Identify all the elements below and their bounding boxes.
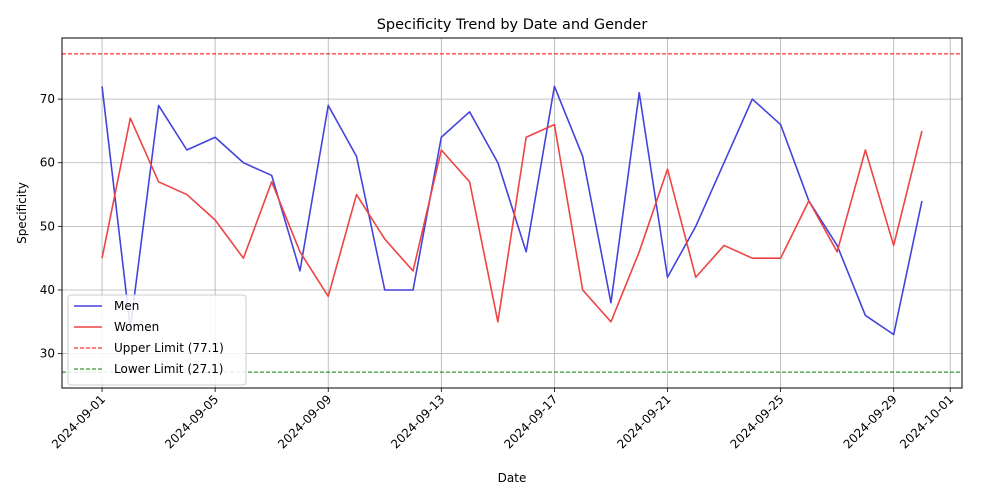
- x-tick-label: 2024-09-05: [162, 392, 221, 451]
- legend-label: Lower Limit (27.1): [114, 362, 223, 376]
- legend-label: Women: [114, 320, 159, 334]
- x-tick-label: 2024-09-09: [275, 392, 334, 451]
- series-lines: [101, 85, 923, 336]
- x-tick-label: 2024-10-01: [897, 392, 956, 451]
- series-line-men: [101, 85, 923, 336]
- y-axis-ticks: 30 40 50 60 70: [40, 92, 62, 361]
- legend: Men Women Upper Limit (77.1) Lower Limit (2…: [67, 294, 247, 386]
- y-tick-label: 30: [40, 347, 55, 361]
- legend-label: Men: [114, 299, 139, 313]
- x-tick-label: 2024-09-21: [614, 392, 673, 451]
- legend-box: [67, 294, 247, 386]
- y-tick-label: 40: [40, 283, 55, 297]
- y-tick-label: 70: [40, 92, 55, 106]
- x-tick-label: 2024-09-25: [727, 392, 786, 451]
- x-tick-label: 2024-09-29: [841, 392, 900, 451]
- y-tick-label: 60: [40, 156, 55, 170]
- grid: [62, 38, 962, 388]
- plot-frame: [61, 37, 963, 389]
- x-tick-label: 2024-09-17: [501, 392, 560, 451]
- series-line-women: [101, 117, 923, 323]
- y-axis-label: Specificity: [15, 182, 29, 244]
- x-axis-ticks: 2024-09-01 2024-09-05 2024-09-09 2024-09-13…: [49, 388, 956, 451]
- x-tick-label: 2024-09-01: [49, 392, 108, 451]
- chart-title: Specificity Trend by Date and Gender: [377, 17, 648, 33]
- legend-label: Upper Limit (77.1): [114, 341, 224, 355]
- x-tick-label: 2024-09-13: [388, 392, 447, 451]
- y-tick-label: 50: [40, 219, 55, 233]
- x-axis-label: Date: [498, 471, 527, 485]
